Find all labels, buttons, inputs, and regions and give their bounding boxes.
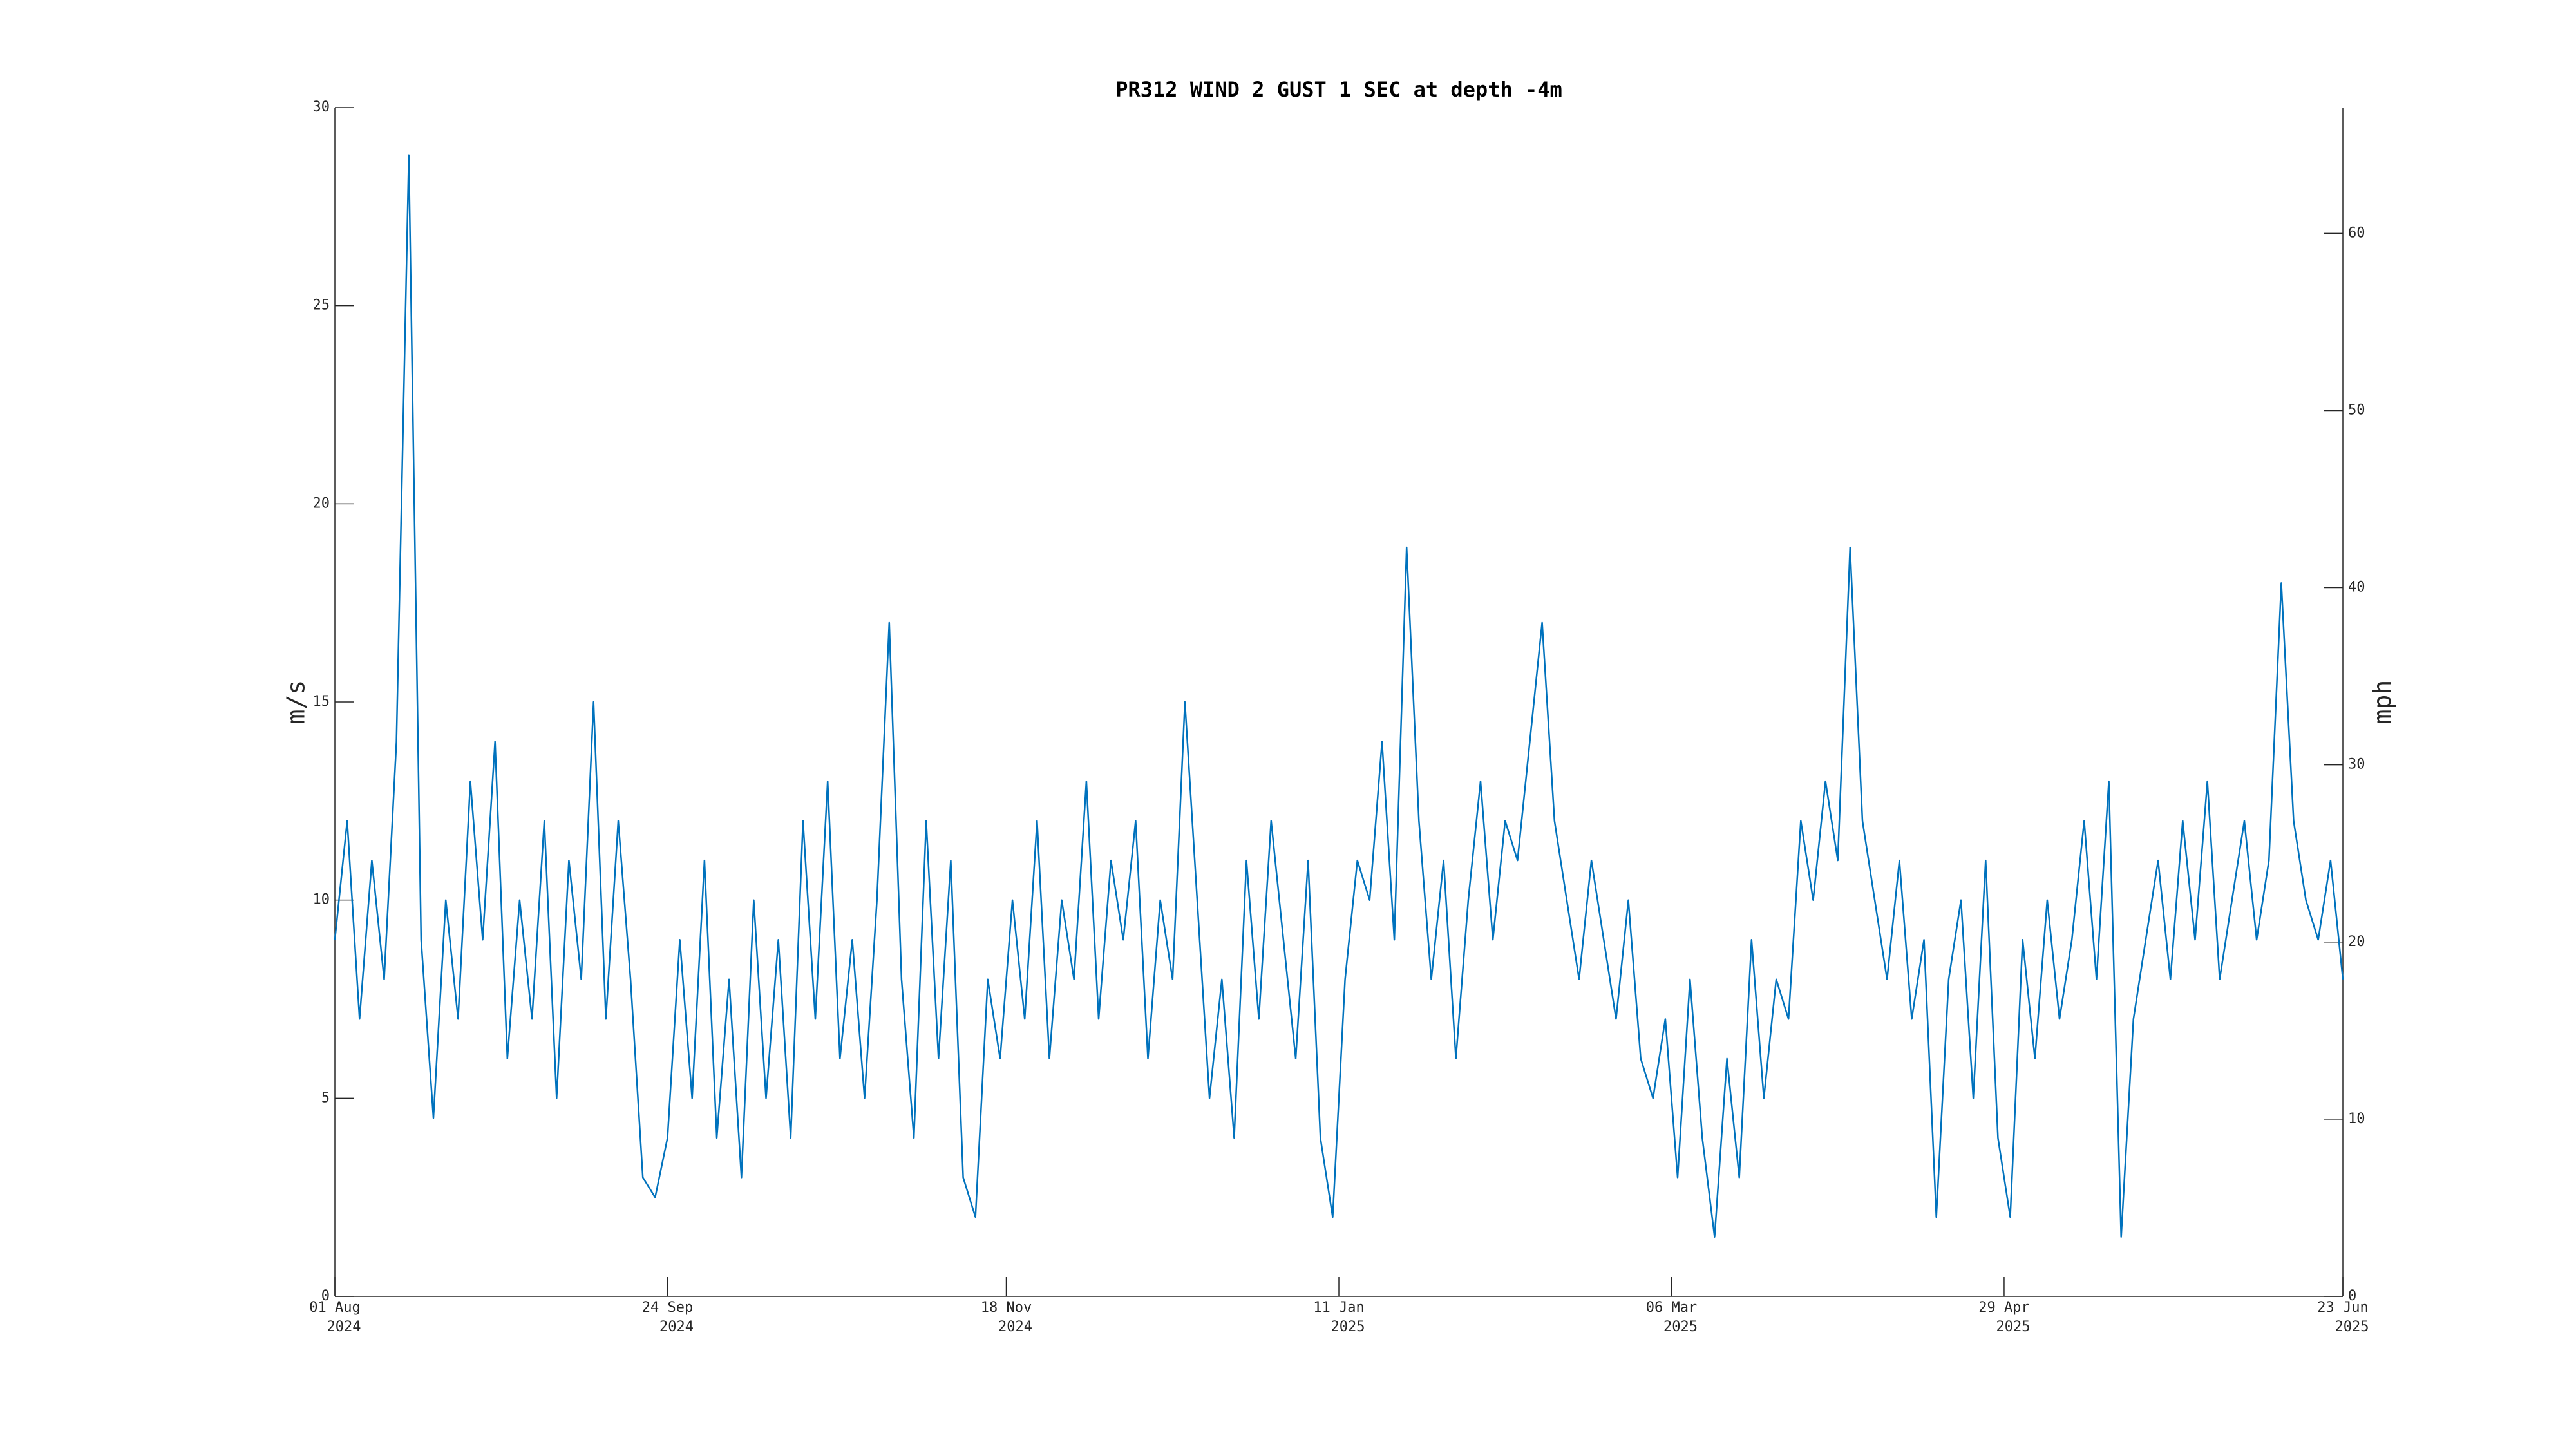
x-tick-label: 29 Apr	[1978, 1300, 2029, 1316]
y2-tick-label: 10	[2348, 1111, 2365, 1127]
x-tick-label: 2025	[2335, 1319, 2369, 1335]
x-tick-label: 2024	[998, 1319, 1032, 1335]
x-tick-label: 2024	[659, 1319, 694, 1335]
y-tick-label: 20	[313, 495, 330, 511]
y-tick-label: 5	[321, 1090, 330, 1106]
y2-tick-label: 40	[2348, 580, 2365, 596]
y2-tick-label: 30	[2348, 757, 2365, 773]
y-axis-label: m/s	[282, 680, 310, 724]
y-tick-label: 30	[313, 99, 330, 115]
y-tick-label: 0	[321, 1288, 330, 1304]
x-tick-label: 01 Aug	[309, 1300, 360, 1316]
y2-tick-label: 20	[2348, 934, 2365, 950]
x-tick-label: 18 Nov	[981, 1300, 1032, 1316]
x-tick-label: 2024	[327, 1319, 361, 1335]
x-tick-label: 11 Jan	[1313, 1300, 1364, 1316]
y2-tick-label: 60	[2348, 225, 2365, 241]
y2-tick-label: 0	[2348, 1288, 2356, 1304]
x-tick-label: 23 Jun	[2317, 1300, 2368, 1316]
data-line	[334, 154, 2344, 1238]
y2-tick-label: 50	[2348, 402, 2365, 418]
y-tick-label: 15	[313, 694, 330, 710]
x-tick-label: 2025	[1331, 1319, 1365, 1335]
y-tick-label: 25	[313, 298, 330, 314]
x-tick-label: 2025	[1663, 1319, 1698, 1335]
y-tick-label: 10	[313, 892, 330, 908]
x-tick-label: 06 Mar	[1646, 1300, 1697, 1316]
chart-title: PR312 WIND 2 GUST 1 SEC at depth -4m	[1115, 77, 1562, 102]
x-tick-label: 24 Sep	[642, 1300, 693, 1316]
x-tick-label: 2025	[1996, 1319, 2030, 1335]
y2-axis-label: mph	[2369, 680, 2397, 724]
